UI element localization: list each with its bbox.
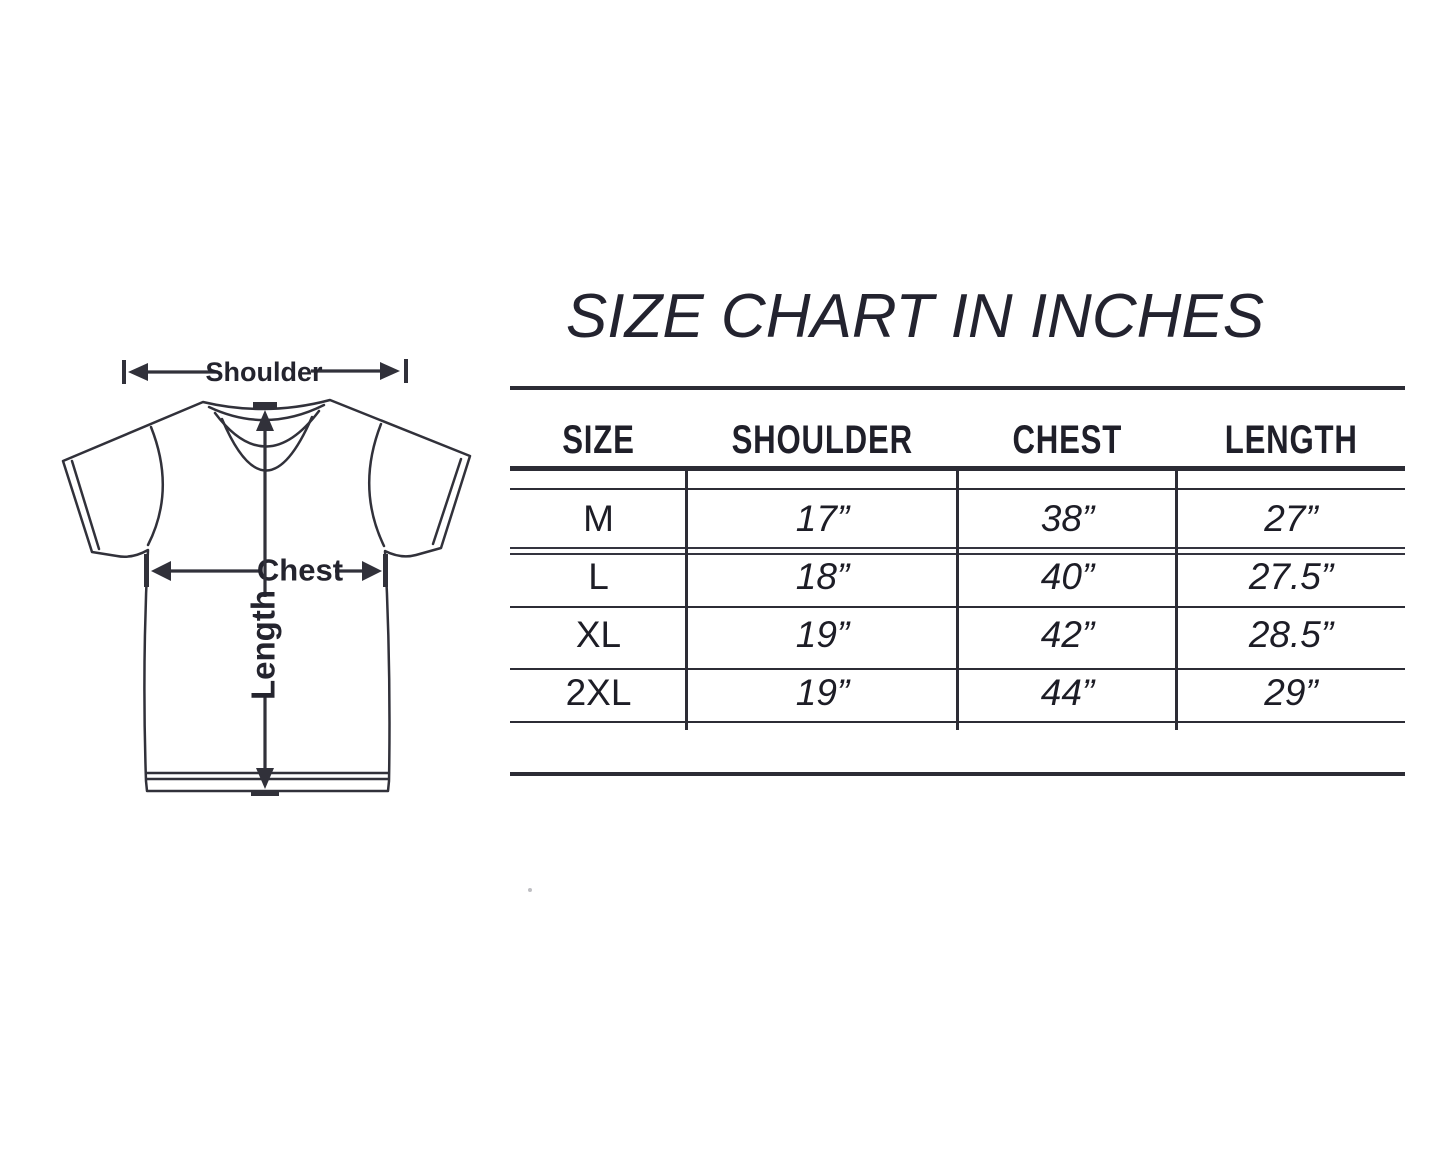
size-cell: M <box>583 498 614 539</box>
size-cell: XL <box>575 614 622 655</box>
cuff-line-right <box>431 457 463 546</box>
length-label: Length <box>245 590 282 700</box>
header-chest: CHEST <box>1012 417 1123 462</box>
neck-anchor-bar <box>253 402 277 408</box>
arrowhead-up-icon <box>256 410 274 431</box>
chest-cell: 38” <box>1040 498 1095 539</box>
shoulder-measure: Shoulder <box>122 357 408 387</box>
chest-label: Chest <box>257 553 343 588</box>
shoulder-cell: 19” <box>795 672 850 713</box>
chest-cell: 44” <box>1040 672 1095 713</box>
table-row-m: M 17” 38” 27” <box>510 489 1405 549</box>
arrowhead-left-icon <box>128 363 148 381</box>
speck-artifact <box>528 888 532 892</box>
shoulder-cell: 19” <box>795 614 850 655</box>
measure-end-tick <box>144 554 149 587</box>
arrowhead-down-icon <box>256 768 274 789</box>
chest-cell: 42” <box>1040 614 1095 655</box>
shoulder-cell: 18” <box>795 556 850 597</box>
arrowhead-left-icon <box>151 561 171 581</box>
length-cell: 28.5” <box>1248 614 1334 655</box>
measure-end-tick <box>383 554 388 587</box>
table-row-l: L 18” 40” 27.5” <box>510 547 1405 607</box>
column-separator <box>956 470 959 730</box>
shoulder-label: Shoulder <box>205 357 322 387</box>
size-cell: L <box>588 556 609 597</box>
arrowhead-right-icon <box>362 561 382 581</box>
page-title: SIZE CHART IN INCHES <box>565 282 1265 351</box>
header-size: SIZE <box>562 417 635 462</box>
header-shoulder: SHOULDER <box>731 417 914 462</box>
header-underline <box>510 466 1405 471</box>
armhole-seam-left <box>146 425 164 547</box>
column-separator <box>1175 470 1178 730</box>
size-cell: 2XL <box>565 672 632 713</box>
arrowhead-right-icon <box>380 362 400 380</box>
length-cell: 29” <box>1264 672 1318 713</box>
table-top-rule <box>510 386 1405 390</box>
table-row-xl: XL 19” 42” 28.5” <box>510 604 1405 666</box>
header-length: LENGTH <box>1224 417 1358 462</box>
length-cell: 27.5” <box>1248 556 1334 597</box>
column-separator <box>685 470 688 730</box>
measure-end-tick <box>122 360 126 384</box>
hem-anchor-bar <box>251 791 279 796</box>
table-bottom-rule <box>510 772 1405 776</box>
cuff-line-left <box>70 459 101 551</box>
shoulder-cell: 17” <box>795 498 850 539</box>
size-table: SIZE SHOULDER CHEST LENGTH M 17” 38” 27”… <box>510 386 1405 786</box>
length-measure: Length <box>245 402 282 796</box>
table-row-2xl: 2XL 19” 44” 29” <box>510 662 1405 724</box>
chest-cell: 40” <box>1040 556 1095 597</box>
measure-end-tick <box>404 359 408 383</box>
chest-measure: Chest <box>144 553 388 588</box>
armhole-seam-right <box>368 422 386 548</box>
table-header-row: SIZE SHOULDER CHEST LENGTH <box>510 412 1405 468</box>
length-cell: 27” <box>1264 498 1318 539</box>
